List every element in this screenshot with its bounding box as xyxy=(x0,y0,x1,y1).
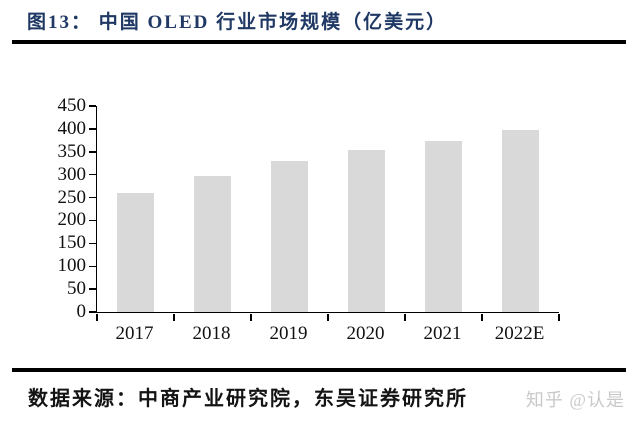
bar-2020 xyxy=(348,149,385,312)
plot-area xyxy=(88,105,560,321)
top-divider xyxy=(12,40,626,44)
y-tick-100 xyxy=(88,265,96,267)
y-tick-250 xyxy=(88,196,96,199)
x-axis-label-2021: 2021 xyxy=(423,323,462,344)
x-axis-label-2018: 2018 xyxy=(192,323,231,344)
x-tick-6 xyxy=(558,313,560,321)
y-tick-200 xyxy=(88,219,96,222)
y-axis-label-250: 250 xyxy=(57,186,87,208)
x-axis-labels: 2017 2018 2019 2020 2021 2022E xyxy=(96,322,558,352)
data-source-text: 数据来源：中商产业研究院，东吴证券研究所 xyxy=(28,388,468,410)
y-axis-label-0: 0 xyxy=(76,301,87,322)
bar-2022E xyxy=(502,129,539,312)
x-tick-3 xyxy=(327,313,329,321)
figure-title: 图13： 中国 OLED 行业市场规模（亿美元） xyxy=(27,12,448,33)
y-tick-300 xyxy=(88,173,96,176)
y-axis-label-200: 200 xyxy=(57,209,87,231)
bottom-divider xyxy=(12,368,626,372)
bar-2019 xyxy=(271,160,308,312)
y-axis-label-350: 350 xyxy=(57,140,87,162)
watermark-text: 知乎 @认是 xyxy=(525,390,625,410)
x-axis-label-2017: 2017 xyxy=(115,323,154,344)
x-tick-4 xyxy=(404,313,406,321)
x-axis-label-2020: 2020 xyxy=(346,323,385,344)
y-tick-400 xyxy=(88,128,96,130)
x-tick-0 xyxy=(96,313,98,321)
y-axis-label-300: 300 xyxy=(57,163,87,185)
y-tick-350 xyxy=(88,151,96,153)
bar-2021 xyxy=(425,141,462,312)
x-axis-label-2019: 2019 xyxy=(269,323,308,344)
y-axis-label-100: 100 xyxy=(57,255,87,277)
bar-2018 xyxy=(194,176,231,312)
y-tick-150 xyxy=(88,242,96,245)
bar-2017 xyxy=(117,193,154,312)
x-tick-2 xyxy=(250,313,252,321)
x-axis-label-2022E: 2022E xyxy=(494,323,545,344)
x-tick-1 xyxy=(173,313,175,321)
y-tick-0 xyxy=(88,311,96,313)
y-axis-label-400: 400 xyxy=(57,117,87,139)
y-axis-label-450: 450 xyxy=(57,95,87,116)
oled-market-bar-chart: 0 50 100 150 200 250 300 350 400 450 2017 2018 2019… xyxy=(0,95,631,366)
y-axis-label-50: 50 xyxy=(67,278,86,300)
y-axis-label-150: 150 xyxy=(57,232,87,254)
y-axis-labels: 0 50 100 150 200 250 300 350 400 450 xyxy=(30,95,87,322)
y-tick-50 xyxy=(88,288,96,290)
x-tick-5 xyxy=(481,313,483,321)
y-tick-450 xyxy=(88,105,96,107)
